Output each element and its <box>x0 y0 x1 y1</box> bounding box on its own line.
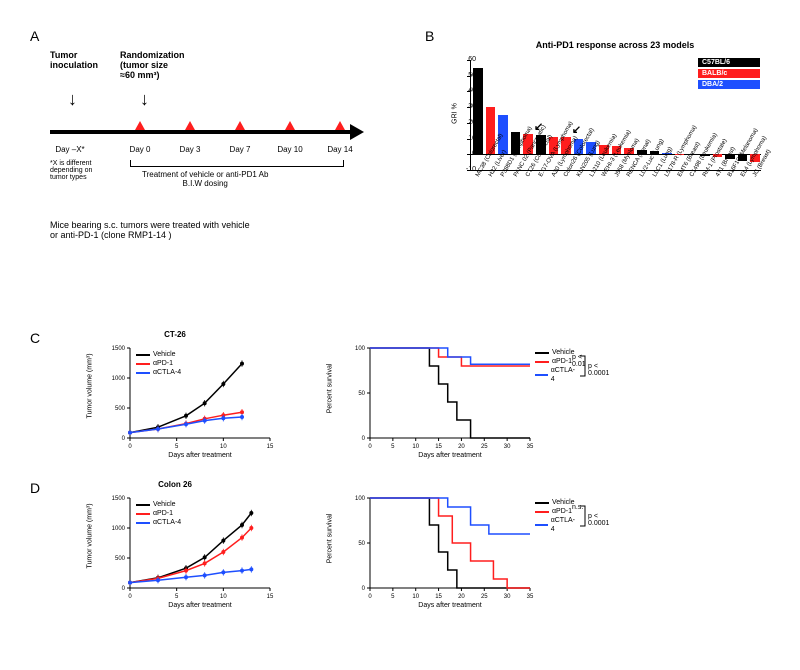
svg-text:1500: 1500 <box>112 496 126 502</box>
svg-text:500: 500 <box>115 406 126 412</box>
svg-text:15: 15 <box>267 594 274 600</box>
legend-item: DBA/2 <box>698 80 760 89</box>
panel-b-label: B <box>425 28 434 44</box>
ytick-label: 0 <box>456 150 476 157</box>
pvalue-pd1: p < 0.01 <box>572 354 586 368</box>
x-axis-label: Days after treatment <box>130 452 270 459</box>
svg-text:50: 50 <box>358 541 365 547</box>
treatment-text: Treatment of vehicle or anti-PD1 Ab B.I.… <box>142 170 268 188</box>
survival-legend: VehicleαPD-1αCTLA-4 <box>535 498 576 534</box>
svg-text:20: 20 <box>458 444 465 450</box>
pvalue-ctla4: p < 0.0001 <box>588 513 609 527</box>
legend-item: BALB/c <box>698 69 760 78</box>
svg-text:10: 10 <box>220 594 227 600</box>
arrow-icon: ↓ <box>140 90 149 108</box>
dose-triangle-icon <box>235 121 245 130</box>
svg-text:0: 0 <box>122 436 126 442</box>
timeline-arrowhead <box>350 124 364 140</box>
svg-text:1000: 1000 <box>112 526 126 532</box>
y-axis-label: Percent survival <box>327 359 334 419</box>
pvalue-ctla4: p < 0.0001 <box>588 363 609 377</box>
dose-triangle-icon <box>135 121 145 130</box>
svg-text:5: 5 <box>175 594 179 600</box>
x-axis-label: Days after treatment <box>370 602 530 609</box>
ytick-label: 10 <box>456 135 476 142</box>
tumor-inoc-label: Tumor inoculation <box>50 50 98 70</box>
panel-b: Anti-PD1 response across 23 models ↙↙ GR… <box>440 30 770 260</box>
svg-text:0: 0 <box>128 594 132 600</box>
day-label: Day –X* <box>50 145 90 154</box>
svg-text:0: 0 <box>362 586 366 592</box>
svg-text:5: 5 <box>175 444 179 450</box>
svg-text:1000: 1000 <box>112 376 126 382</box>
dose-triangle-icon <box>335 121 345 130</box>
day-label: Day 3 <box>170 145 210 154</box>
svg-text:0: 0 <box>362 436 366 442</box>
svg-text:0: 0 <box>128 444 132 450</box>
y-axis-label: Tumor volume (mm³) <box>87 359 94 419</box>
svg-text:50: 50 <box>358 391 365 397</box>
svg-text:500: 500 <box>115 556 126 562</box>
chart-legend: VehicleαPD-1αCTLA-4 <box>136 350 181 377</box>
treatment-bracket <box>130 160 344 167</box>
panel-c-label: C <box>30 330 40 346</box>
svg-text:0: 0 <box>368 594 372 600</box>
panel-a-label: A <box>30 28 39 44</box>
svg-text:0: 0 <box>368 444 372 450</box>
arrow-icon: ↓ <box>68 90 77 108</box>
day-label: Day 10 <box>270 145 310 154</box>
ytick-label: 50 <box>456 72 476 79</box>
svg-text:30: 30 <box>504 594 511 600</box>
svg-text:35: 35 <box>527 444 534 450</box>
x-axis-label: Days after treatment <box>130 602 270 609</box>
svg-text:100: 100 <box>355 346 366 352</box>
survival-legend: VehicleαPD-1αCTLA-4 <box>535 348 576 384</box>
timeline <box>50 130 350 134</box>
dose-triangle-icon <box>185 121 195 130</box>
ytick-label: 60 <box>456 56 476 63</box>
svg-text:35: 35 <box>527 594 534 600</box>
panel-b-legend: C57BL/6 BALB/c DBA/2 <box>698 58 760 91</box>
chart-legend: VehicleαPD-1αCTLA-4 <box>136 500 181 527</box>
panel-b-ylabel: GRI % <box>452 94 459 134</box>
svg-text:15: 15 <box>435 444 442 450</box>
panel-d-label: D <box>30 480 40 496</box>
svg-text:1500: 1500 <box>112 346 126 352</box>
svg-text:25: 25 <box>481 594 488 600</box>
svg-text:25: 25 <box>481 444 488 450</box>
svg-text:5: 5 <box>391 594 395 600</box>
ytick-label: 40 <box>456 87 476 94</box>
ytick-label: 30 <box>456 103 476 110</box>
svg-text:30: 30 <box>504 444 511 450</box>
day-label: Day 0 <box>120 145 160 154</box>
svg-text:15: 15 <box>435 594 442 600</box>
svg-text:10: 10 <box>220 444 227 450</box>
svg-text:15: 15 <box>267 444 274 450</box>
day-label: Day 14 <box>320 145 360 154</box>
svg-text:10: 10 <box>412 594 419 600</box>
x-axis-label: Days after treatment <box>370 452 530 459</box>
svg-text:10: 10 <box>412 444 419 450</box>
randomization-label: Randomization (tumor size ≈60 mm³) <box>120 50 185 80</box>
panel-a: Tumor inoculation ↓ Randomization (tumor… <box>50 50 390 250</box>
day-label: Day 7 <box>220 145 260 154</box>
dose-triangle-icon <box>285 121 295 130</box>
figure-container: A Tumor inoculation ↓ Randomization (tum… <box>20 20 780 650</box>
ytick-label: 20 <box>456 119 476 126</box>
footnote: *X is different depending on tumor types <box>50 160 92 181</box>
svg-text:0: 0 <box>122 586 126 592</box>
svg-text:5: 5 <box>391 444 395 450</box>
panel-a-caption: Mice bearing s.c. tumors were treated wi… <box>50 220 250 240</box>
pvalue-pd1: n.s. <box>572 504 583 511</box>
y-axis-label: Percent survival <box>327 509 334 569</box>
svg-text:100: 100 <box>355 496 366 502</box>
ytick-label: -10 <box>456 166 476 173</box>
legend-item: C57BL/6 <box>698 58 760 67</box>
panel-b-title: Anti-PD1 response across 23 models <box>470 40 760 50</box>
y-axis-label: Tumor volume (mm³) <box>87 509 94 569</box>
svg-text:20: 20 <box>458 594 465 600</box>
